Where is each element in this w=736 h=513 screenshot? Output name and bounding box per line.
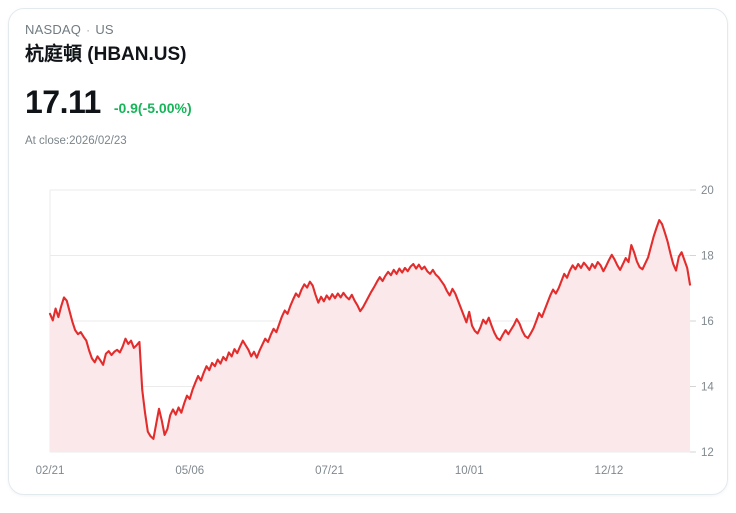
price-value: 17.11 xyxy=(25,84,101,120)
region-label: US xyxy=(95,22,114,37)
y-axis-tick-label: 20 xyxy=(701,185,714,197)
price-row: 17.11 -0.9(-5.00%) xyxy=(25,85,525,119)
axis-ticks xyxy=(690,189,696,453)
page-title: 杭庭頓 (HBAN.US) xyxy=(25,44,187,65)
x-axis-tick-label: 02/21 xyxy=(36,465,65,477)
y-axis-tick-label: 14 xyxy=(701,382,714,394)
price-area-fill xyxy=(50,220,690,452)
stock-quote-card: NASDAQ · US 杭庭頓 (HBAN.US) 17.11 -0.9(-5.00… xyxy=(8,8,728,495)
exchange-name: NASDAQ xyxy=(25,22,82,37)
y-axis-labels: 20 18 16 14 12 xyxy=(701,185,714,459)
x-axis-tick-label: 10/01 xyxy=(455,465,484,477)
x-axis-tick-label: 12/12 xyxy=(595,465,624,477)
y-axis-tick-label: 12 xyxy=(701,447,714,459)
separator-dot: · xyxy=(86,23,91,37)
y-axis-tick-label: 16 xyxy=(701,316,714,328)
price-change: -0.9(-5.00%) xyxy=(113,100,192,116)
x-axis-labels: 02/21 05/06 07/21 10/01 12/12 xyxy=(36,465,624,477)
price-chart[interactable]: 20 18 16 14 12 02/21 05/06 07/21 10/01 12/12 xyxy=(9,169,728,489)
x-axis-tick-label: 05/06 xyxy=(175,465,204,477)
price-line xyxy=(48,219,692,440)
x-axis-tick-label: 07/21 xyxy=(315,465,344,477)
market-status-note: At close:2026/02/23 xyxy=(25,135,127,147)
exchange-line: NASDAQ · US xyxy=(25,21,525,39)
y-axis-tick-label: 18 xyxy=(701,251,714,263)
price-chart-svg[interactable]: 20 18 16 14 12 02/21 05/06 07/21 10/01 12/12 xyxy=(9,169,728,489)
quote-header: NASDAQ · US 杭庭頓 (HBAN.US) 17.11 -0.9(-5.00… xyxy=(25,21,525,149)
